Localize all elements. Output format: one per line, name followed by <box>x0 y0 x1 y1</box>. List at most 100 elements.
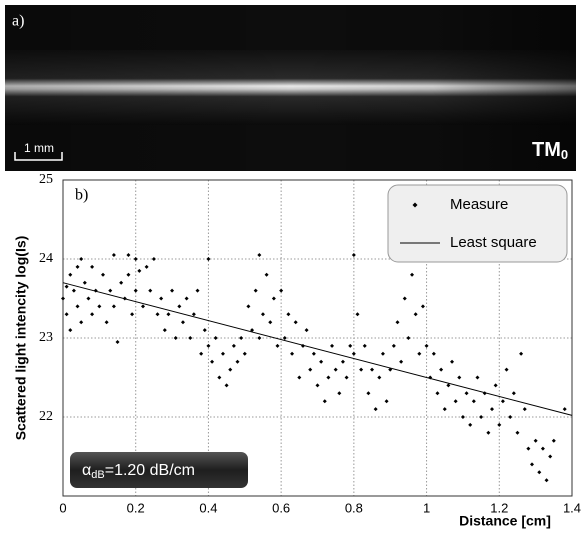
data-point <box>373 407 378 412</box>
data-point <box>202 328 207 333</box>
data-point <box>486 430 491 435</box>
data-point <box>326 375 331 380</box>
data-point <box>562 407 567 412</box>
x-axis-label: Distance [cm] <box>459 513 551 529</box>
data-point <box>104 320 109 325</box>
scale-bar-label: 1 mm <box>24 141 54 155</box>
data-point <box>90 264 95 269</box>
data-point <box>133 257 138 261</box>
y-tick-label: 23 <box>39 330 53 345</box>
data-point <box>79 257 84 261</box>
y-axis-label: Scattered light intencity log(Is) <box>13 236 29 441</box>
data-point <box>366 391 371 396</box>
data-point <box>162 328 167 333</box>
data-point <box>126 272 131 277</box>
data-point <box>355 312 360 317</box>
data-point <box>242 351 247 356</box>
data-point <box>384 399 389 404</box>
data-point <box>239 336 244 340</box>
data-point <box>253 288 258 293</box>
data-point <box>195 288 200 293</box>
data-point <box>493 383 498 388</box>
data-point <box>231 343 236 348</box>
data-point <box>271 296 276 301</box>
data-point <box>264 272 269 277</box>
panel-label: b) <box>75 187 88 204</box>
data-point <box>362 343 367 348</box>
data-point <box>522 407 527 412</box>
mode-subscript: 0 <box>561 147 568 162</box>
data-point <box>344 375 349 380</box>
data-point <box>337 391 342 396</box>
data-point <box>90 312 95 317</box>
data-point <box>286 312 291 317</box>
data-point <box>442 407 447 412</box>
data-point <box>133 288 138 293</box>
data-point <box>68 272 73 277</box>
data-point <box>79 320 84 325</box>
data-point <box>450 359 455 364</box>
data-point <box>68 328 73 333</box>
data-point <box>424 343 429 348</box>
data-point <box>268 320 273 325</box>
data-point <box>177 304 182 309</box>
data-point <box>257 253 262 258</box>
data-point <box>351 253 356 258</box>
data-point <box>170 288 175 293</box>
data-point <box>140 304 145 309</box>
data-point <box>377 375 382 380</box>
data-point <box>61 296 65 301</box>
data-point <box>497 422 502 427</box>
plot-frame <box>62 179 573 497</box>
data-point <box>475 375 480 380</box>
data-point <box>293 320 298 325</box>
data-point <box>137 268 142 273</box>
data-point <box>479 415 484 419</box>
data-point <box>511 391 516 396</box>
x-tick-label: 1.4 <box>563 500 581 515</box>
data-point <box>155 312 160 317</box>
legend-marker <box>412 202 418 208</box>
data-point <box>500 399 505 404</box>
data-point <box>490 407 495 412</box>
data-point <box>351 351 356 356</box>
data-point <box>330 343 335 348</box>
x-tick-label: 1 <box>423 500 430 515</box>
data-point <box>370 367 375 372</box>
data-point <box>282 336 287 340</box>
data-point <box>148 288 153 293</box>
data-point <box>406 336 411 340</box>
data-point <box>551 438 556 443</box>
data-point <box>235 359 240 364</box>
data-point <box>464 391 469 396</box>
data-point <box>399 359 404 364</box>
data-point <box>340 359 345 364</box>
data-point <box>519 351 524 356</box>
data-point <box>206 257 211 261</box>
data-point <box>188 336 193 340</box>
data-point <box>304 328 309 333</box>
y-tick-label: 25 <box>39 172 53 187</box>
data-point <box>402 296 407 301</box>
data-point <box>210 359 215 364</box>
data-point <box>311 351 316 356</box>
data-point <box>435 391 440 396</box>
data-point <box>391 343 396 348</box>
x-tick-label: 1.2 <box>490 500 508 515</box>
data-point <box>126 253 131 258</box>
panel-label: a) <box>12 13 24 30</box>
data-point <box>213 336 218 340</box>
data-point <box>439 367 444 372</box>
mode-text: TM <box>532 139 561 161</box>
data-point <box>420 304 425 309</box>
data-point <box>471 399 476 404</box>
data-point <box>111 304 116 309</box>
data-point <box>217 375 222 380</box>
x-tick-label: 0.8 <box>345 500 363 515</box>
beam-fade <box>5 5 576 171</box>
data-point <box>159 296 164 301</box>
data-point <box>180 320 185 325</box>
mode-label: TM0 <box>532 139 568 162</box>
data-point <box>380 351 385 356</box>
x-tick-label: 0 <box>59 500 66 515</box>
